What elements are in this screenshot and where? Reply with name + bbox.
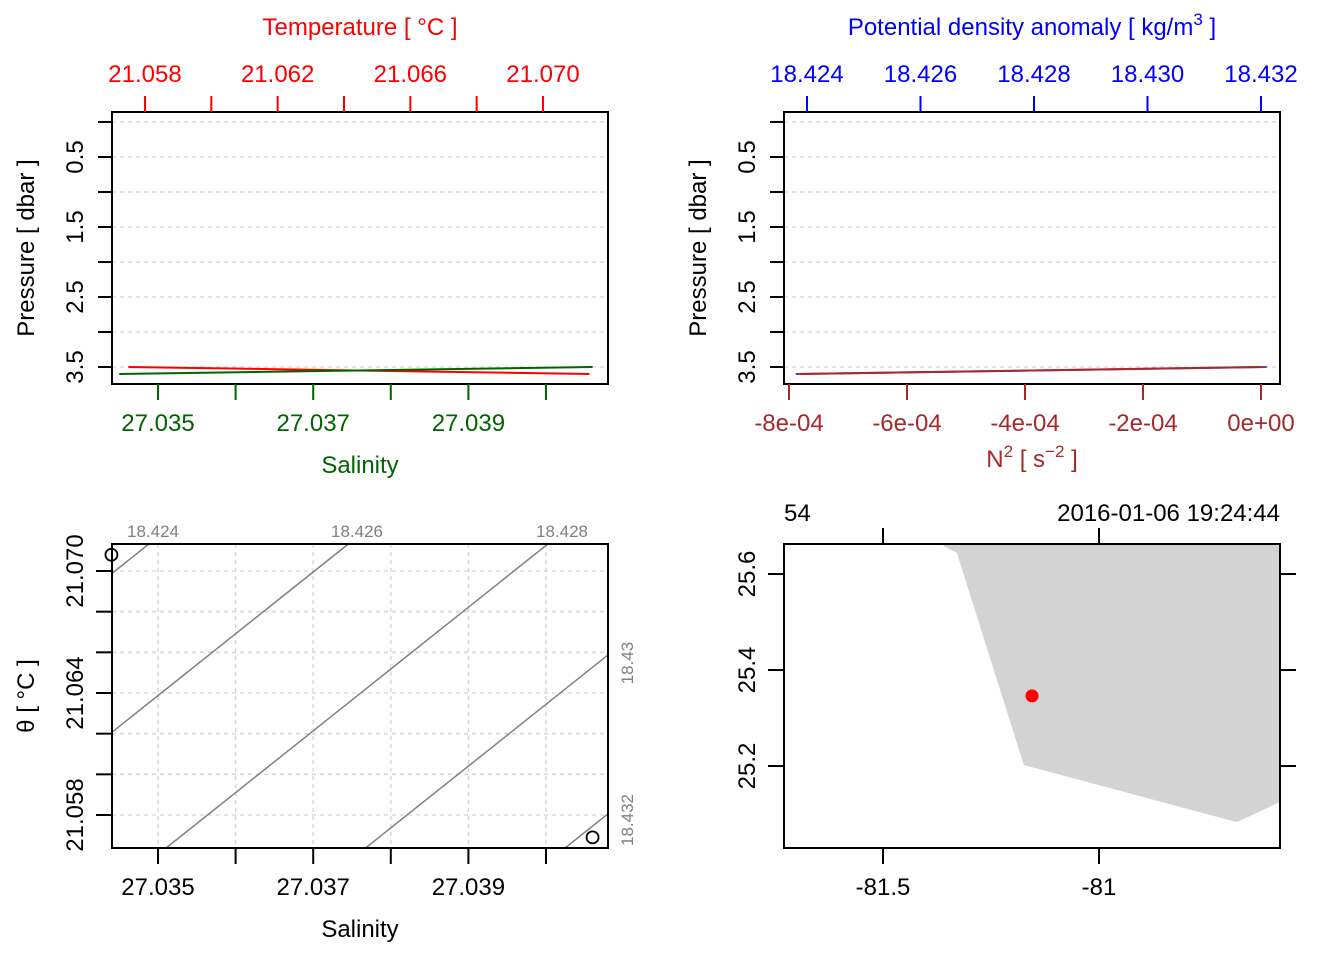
salinity-tick-label: 27.037 bbox=[276, 410, 349, 437]
pressure-tick-label: 2.5 bbox=[62, 280, 89, 313]
isopycnal-line bbox=[365, 654, 609, 849]
pressure-tick-label: 0.5 bbox=[62, 140, 89, 173]
isopycnal-line bbox=[165, 543, 549, 849]
theta-tick-label: 21.058 bbox=[62, 778, 89, 851]
n2-label-part: ] bbox=[1064, 446, 1077, 473]
n2-tick-label: -6e-04 bbox=[872, 410, 941, 437]
n2-axis-label: N2 [ s−2 ] bbox=[986, 442, 1078, 473]
date-label: 2016-01-06 19:24:44 bbox=[1057, 500, 1280, 527]
n2-label-part: −2 bbox=[1045, 442, 1064, 461]
temperature-tick-label: 21.062 bbox=[241, 61, 314, 88]
isopycnal-label: 18.424 bbox=[127, 522, 179, 541]
density-tick-label: 18.432 bbox=[1224, 61, 1297, 88]
density-tick-label: 18.428 bbox=[997, 61, 1070, 88]
coastline-polygon bbox=[940, 544, 1281, 823]
pressure-tick-label: 1.5 bbox=[62, 210, 89, 243]
salinity-axis-label: Salinity bbox=[321, 916, 398, 943]
theta-tick-label: 21.070 bbox=[62, 534, 89, 607]
station-map-panel: -81.5 -81 25.2 25.4 25.6 54 2016-01-06 19:24:4… bbox=[734, 500, 1296, 901]
profile-panel-density-n2: 0.5 1.5 2.5 3.5 Pressure [ dbar ] 18.424 18.42… bbox=[685, 10, 1298, 473]
temperature-tick-label: 21.058 bbox=[108, 61, 181, 88]
profile-panel-temperature-salinity: 0.5 1.5 2.5 3.5 Pressure [ dbar ] 21.058 21.06… bbox=[13, 14, 609, 479]
temperature-tick-label: 21.070 bbox=[506, 61, 579, 88]
salinity-tick-label: 27.039 bbox=[432, 874, 505, 901]
density-label-sup: 3 bbox=[1193, 10, 1202, 29]
pressure-tick-label: 2.5 bbox=[734, 280, 761, 313]
pressure-tick-label: 1.5 bbox=[734, 210, 761, 243]
density-axis-label: Potential density anomaly [ kg/m3 ] bbox=[848, 10, 1216, 41]
salinity-profile-line bbox=[119, 366, 593, 375]
temperature-tick-label: 21.066 bbox=[374, 61, 447, 88]
salinity-tick-label: 27.035 bbox=[121, 874, 194, 901]
n2-tick-label: 0e+00 bbox=[1227, 410, 1294, 437]
n2-tick-label: -2e-04 bbox=[1108, 410, 1177, 437]
pressure-tick-label: 3.5 bbox=[62, 350, 89, 383]
n2-tick-label: -8e-04 bbox=[754, 410, 823, 437]
isopycnal-line bbox=[111, 543, 349, 733]
plot-frame bbox=[111, 111, 609, 385]
density-tick-label: 18.424 bbox=[770, 61, 843, 88]
ts-data-point bbox=[585, 830, 600, 845]
n2-tick-label: -4e-04 bbox=[990, 410, 1059, 437]
pressure-tick-label: 0.5 bbox=[734, 140, 761, 173]
salinity-tick-label: 27.039 bbox=[432, 410, 505, 437]
density-tick-label: 18.426 bbox=[884, 61, 957, 88]
n2-label-part: 2 bbox=[1004, 442, 1013, 461]
salinity-tick-label: 27.035 bbox=[121, 410, 194, 437]
density-tick-label: 18.430 bbox=[1111, 61, 1184, 88]
density-label-end: ] bbox=[1203, 14, 1216, 41]
n2-label-part: N bbox=[986, 446, 1003, 473]
plot-frame bbox=[111, 543, 609, 849]
isopycnal-line bbox=[111, 543, 150, 574]
pressure-axis-label: Pressure [ dbar ] bbox=[685, 159, 712, 336]
isopycnal-label: 18.43 bbox=[618, 642, 637, 685]
plot-frame bbox=[783, 543, 1281, 849]
pressure-axis-label: Pressure [ dbar ] bbox=[13, 159, 40, 336]
latitude-tick-label: 25.6 bbox=[734, 551, 761, 598]
theta-tick-label: 21.064 bbox=[62, 656, 89, 729]
salinity-axis-label: Salinity bbox=[321, 452, 398, 479]
isopycnal-group bbox=[111, 543, 609, 849]
plot-frame bbox=[783, 111, 1281, 385]
longitude-tick-label: -81.5 bbox=[856, 874, 911, 901]
n2-profile-line bbox=[800, 366, 1262, 375]
station-marker bbox=[1025, 689, 1039, 703]
isopycnal-label: 18.428 bbox=[536, 522, 588, 541]
salinity-tick-label: 27.037 bbox=[276, 874, 349, 901]
station-label: 54 bbox=[784, 500, 811, 527]
longitude-tick-label: -81 bbox=[1082, 874, 1117, 901]
isopycnal-line bbox=[564, 813, 609, 849]
temperature-axis-label: Temperature [ °C ] bbox=[263, 14, 458, 41]
isopycnal-label: 18.432 bbox=[618, 794, 637, 846]
latitude-tick-label: 25.4 bbox=[734, 647, 761, 694]
n2-label-part: [ s bbox=[1013, 446, 1045, 473]
pressure-tick-label: 3.5 bbox=[734, 350, 761, 383]
ts-diagram-panel: 18.424 18.426 18.428 18.43 18.432 27.035 27.03… bbox=[13, 522, 637, 943]
theta-axis-label: θ [ °C ] bbox=[13, 659, 40, 733]
density-label-main: Potential density anomaly [ kg/m bbox=[848, 14, 1194, 41]
isopycnal-label: 18.426 bbox=[331, 522, 383, 541]
latitude-tick-label: 25.2 bbox=[734, 743, 761, 790]
